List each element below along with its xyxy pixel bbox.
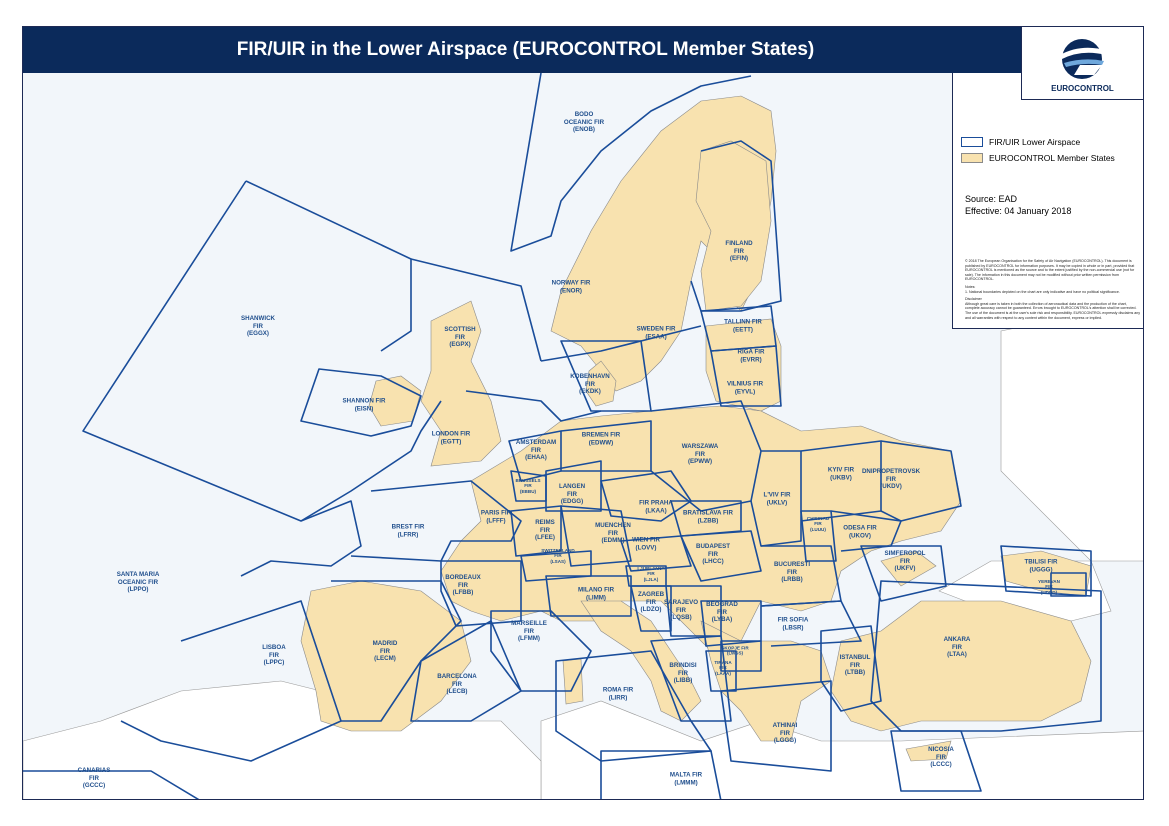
fir-label-roma: ROMA FIR (LIRR)	[602, 686, 634, 702]
eurocontrol-logo: EUROCONTROL	[1021, 27, 1143, 100]
fir-label-switzerland: SWITZERLAND FIR (LSAS)	[541, 547, 575, 564]
fir-label-vilnius: VILNIUS FIR (EYVL)	[726, 380, 764, 396]
disclaimer-text: Although great care is taken in both the…	[965, 301, 1141, 320]
member-state-land	[300, 95, 1092, 762]
notes-text: 1. National boundaries depicted on the c…	[965, 289, 1120, 294]
fir-label-brussels: BRUSSELS FIR (EBBU)	[515, 477, 541, 494]
fir-label-warszawa: WARSZAWA FIR (EPWW)	[681, 442, 719, 465]
fir-label-brest: BREST FIR (LFRR)	[391, 523, 425, 539]
fir-label-santamaria: SANTA MARIA OCEANIC FIR (LPPO)	[116, 570, 160, 593]
disclaimer-title: Disclaimer	[965, 297, 982, 302]
fir-label-tirana: TIRANA FIR (LAAA)	[714, 659, 732, 676]
map-title: FIR/UIR in the Lower Airspace (EUROCONTR…	[236, 39, 815, 60]
fir-label-brindisi: BRINDISI FIR (LIBB)	[669, 661, 697, 684]
eurocontrol-emblem-icon	[1060, 39, 1108, 79]
title-bar: FIR/UIR in the Lower Airspace (EUROCONTR…	[23, 27, 1143, 73]
fir-label-bordeaux: BORDEAUX FIR (LFBB)	[445, 573, 481, 596]
copyright-text: © 2018 The European Organisation for the…	[965, 259, 1135, 282]
fir-label-sweden: SWEDEN FIR (ESAA)	[636, 325, 676, 341]
fir-label-athinai: ATHINAI FIR (LGGG)	[772, 721, 798, 744]
fir-label-budapest: BUDAPEST FIR (LHCC)	[695, 542, 731, 565]
legend-label-member: EUROCONTROL Member States	[989, 153, 1115, 163]
source-text: Source: EAD	[965, 194, 1018, 204]
fir-label-canarias: CANARIAS FIR (GCCC)	[77, 766, 111, 789]
fir-label-bremen: BREMEN FIR (EDWW)	[581, 431, 621, 447]
fir-label-odesa: ODESA FIR (UKOV)	[843, 524, 877, 540]
fir-label-muenchen: MUENCHEN FIR (EDMM)	[595, 521, 631, 544]
fir-label-marseille: MARSEILLE FIR (LFMM)	[511, 619, 547, 642]
fir-label-malta: MALTA FIR (LMMM)	[669, 771, 703, 787]
legend-panel: FIR/UIR Lower Airspace EUROCONTROL Membe…	[952, 73, 1143, 329]
fir-label-bratislava: BRATISLAVA FIR (LZBB)	[683, 509, 733, 525]
fir-label-ljubljana: LJUBLJANA FIR (LJLA)	[637, 565, 665, 582]
fir-label-riga: RIGA FIR (EVRR)	[737, 348, 765, 364]
fir-label-shannon: SHANNON FIR (EISN)	[342, 397, 386, 413]
source-info: Source: EAD Effective: 04 January 2018	[965, 193, 1071, 217]
legend-label-fir: FIR/UIR Lower Airspace	[989, 137, 1081, 147]
fir-label-ankara: ANKARA FIR (LTAA)	[943, 635, 971, 658]
member-state-swatch	[961, 153, 983, 163]
fir-label-tbilisi: TBILISI FIR (UGGG)	[1024, 558, 1058, 574]
fir-label-milano: MILANO FIR (LIMM)	[577, 586, 615, 602]
fir-label-sofia: FIR SOFIA (LBSR)	[777, 616, 809, 632]
fir-label-kyiv: KYIV FIR (UKBV)	[827, 466, 855, 482]
fir-map	[23, 73, 1143, 799]
fir-label-amsterdam: AMSTERDAM FIR (EHAA)	[515, 438, 557, 461]
fir-boundary-swatch	[961, 137, 983, 147]
notes-title: Notes:	[965, 284, 976, 289]
fir-label-skopje: SKOPJE FIR (LWSS)	[721, 645, 749, 656]
fir-label-paris: PARIS FIR (LFFF)	[480, 509, 512, 525]
fir-label-finland: FINLAND FIR (EFIN)	[725, 239, 753, 262]
fir-label-langen: LANGEN FIR (EDGG)	[558, 482, 586, 505]
fir-label-bucuresti: BUCURESTI FIR (LRBB)	[773, 560, 811, 583]
fir-label-london: LONDON FIR (EGTT)	[431, 430, 471, 446]
fir-label-tallinn: TALLINN FIR (EETT)	[724, 318, 762, 334]
fir-label-praha: FIR PRAHA (LKAA)	[639, 499, 673, 515]
fir-label-yerevan: YEREVAN FIR (UDDD)	[1038, 578, 1060, 595]
fir-label-dnipro: DNIPROPETROVSK FIR (UKDV)	[861, 467, 921, 490]
fir-label-norway: NORWAY FIR (ENOR)	[551, 279, 591, 295]
fine-print: © 2018 The European Organisation for the…	[965, 259, 1141, 323]
logo-text: EUROCONTROL	[1051, 84, 1114, 93]
fir-label-kobenhavn: KOBENHAVN FIR (EKDK)	[570, 372, 610, 395]
fir-label-chisinau: CHISINAU FIR (LUUU)	[806, 515, 830, 532]
fir-label-wien: WIEN FIR (LOVV)	[632, 536, 660, 552]
effective-date: Effective: 04 January 2018	[965, 206, 1072, 216]
fir-label-istanbul: ISTANBUL FIR (LTBB)	[839, 653, 871, 676]
map-frame: FIR/UIR in the Lower Airspace (EUROCONTR…	[22, 26, 1144, 800]
fir-label-lisboa: LISBOA FIR (LPPC)	[262, 643, 286, 666]
fir-label-barcelona: BARCELONA FIR (LECB)	[437, 672, 477, 695]
fir-label-shanwick: SHANWICK FIR (EGGX)	[240, 314, 276, 337]
fir-label-bodo: BODO OCEANIC FIR (ENOB)	[563, 110, 605, 133]
fir-label-nicosia: NICOSIA FIR (LCCC)	[928, 745, 954, 768]
fir-label-beograd: BEOGRAD FIR (LYBA)	[706, 600, 738, 623]
non-member-land	[23, 301, 1143, 799]
fir-label-sarajevo: SARAJEVO FIR (LQSB)	[663, 598, 699, 621]
fir-label-madrid: MADRID FIR (LECM)	[372, 639, 398, 662]
fir-label-zagreb: ZAGREB FIR (LDZO)	[637, 590, 665, 613]
fir-boundaries	[23, 73, 1102, 799]
fir-label-scottish: SCOTTISH FIR (EGPX)	[444, 325, 476, 348]
legend-item-member: EUROCONTROL Member States	[961, 153, 1115, 163]
fir-label-lviv: L'VIV FIR (UKLV)	[763, 491, 791, 507]
fir-label-simferopol: SIMFEROPOL FIR (UKFV)	[884, 549, 926, 572]
legend-item-fir: FIR/UIR Lower Airspace	[961, 137, 1080, 147]
fir-label-reims: REIMS FIR (LFEE)	[535, 518, 555, 541]
